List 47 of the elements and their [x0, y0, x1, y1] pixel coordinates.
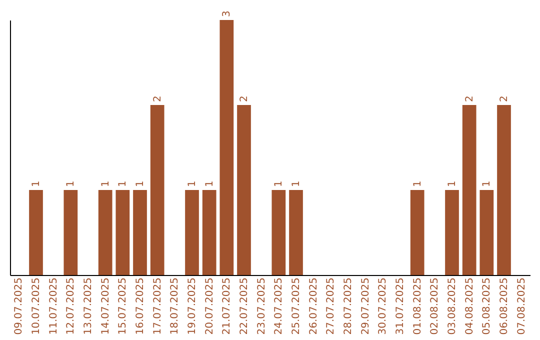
data-label: 1: [447, 180, 458, 187]
data-label: 2: [152, 96, 164, 102]
x-tick-label: 26.07.2025: [308, 278, 320, 335]
x-tick-label: 12.07.2025: [66, 278, 77, 335]
x-tick-label: 19.07.2025: [187, 278, 198, 335]
data-label: 1: [66, 180, 77, 187]
x-tick-label: 30.07.2025: [378, 278, 389, 335]
x-tick-label: 24.07.2025: [274, 278, 285, 335]
x-tick-label: 23.07.2025: [256, 278, 268, 335]
x-tick-label: 21.07.2025: [222, 278, 233, 335]
x-tick-label: 04.08.2025: [464, 278, 476, 335]
data-label: 2: [464, 96, 476, 102]
data-label: 3: [222, 10, 233, 17]
x-tick-label: 06.08.2025: [499, 278, 510, 335]
data-label: 1: [204, 180, 216, 187]
x-tick-label: 03.08.2025: [447, 278, 458, 335]
x-tick-label: 28.07.2025: [343, 278, 354, 335]
data-label: 1: [291, 180, 302, 187]
x-tick-label: 01.08.2025: [412, 278, 424, 335]
data-label: 2: [239, 96, 250, 102]
x-tick-label: 31.07.2025: [395, 278, 406, 335]
x-tick-label: 09.07.2025: [14, 278, 25, 335]
x-tick-label: 22.07.2025: [239, 278, 250, 335]
x-tick-label: 25.07.2025: [291, 278, 302, 335]
data-label: 1: [482, 180, 493, 187]
data-label: 1: [31, 180, 42, 187]
x-tick-label: 27.07.2025: [326, 278, 337, 335]
data-label: 1: [187, 180, 198, 187]
x-tick-label: 29.07.2025: [360, 278, 372, 335]
x-tick-label: 13.07.2025: [83, 278, 94, 335]
data-label: 1: [412, 180, 424, 187]
data-label: 1: [100, 180, 112, 187]
data-label: 1: [135, 180, 146, 187]
x-tick-label: 07.08.2025: [516, 278, 528, 335]
x-tick-label: 18.07.2025: [170, 278, 181, 335]
data-label: 1: [274, 180, 285, 187]
data-label: 2: [499, 96, 510, 102]
x-tick-label: 20.07.2025: [204, 278, 216, 335]
x-tick-label: 11.07.2025: [48, 278, 60, 335]
x-tick-label: 02.08.2025: [430, 278, 441, 335]
x-tick-label: 05.08.2025: [482, 278, 493, 335]
x-tick-label: 14.07.2025: [100, 278, 112, 335]
data-label: 1: [118, 180, 129, 187]
x-tick-label: 10.07.2025: [31, 278, 42, 335]
x-tick-label: 16.07.2025: [135, 278, 146, 335]
x-tick-label: 15.07.2025: [118, 278, 129, 335]
x-tick-label: 17.07.2025: [152, 278, 164, 335]
